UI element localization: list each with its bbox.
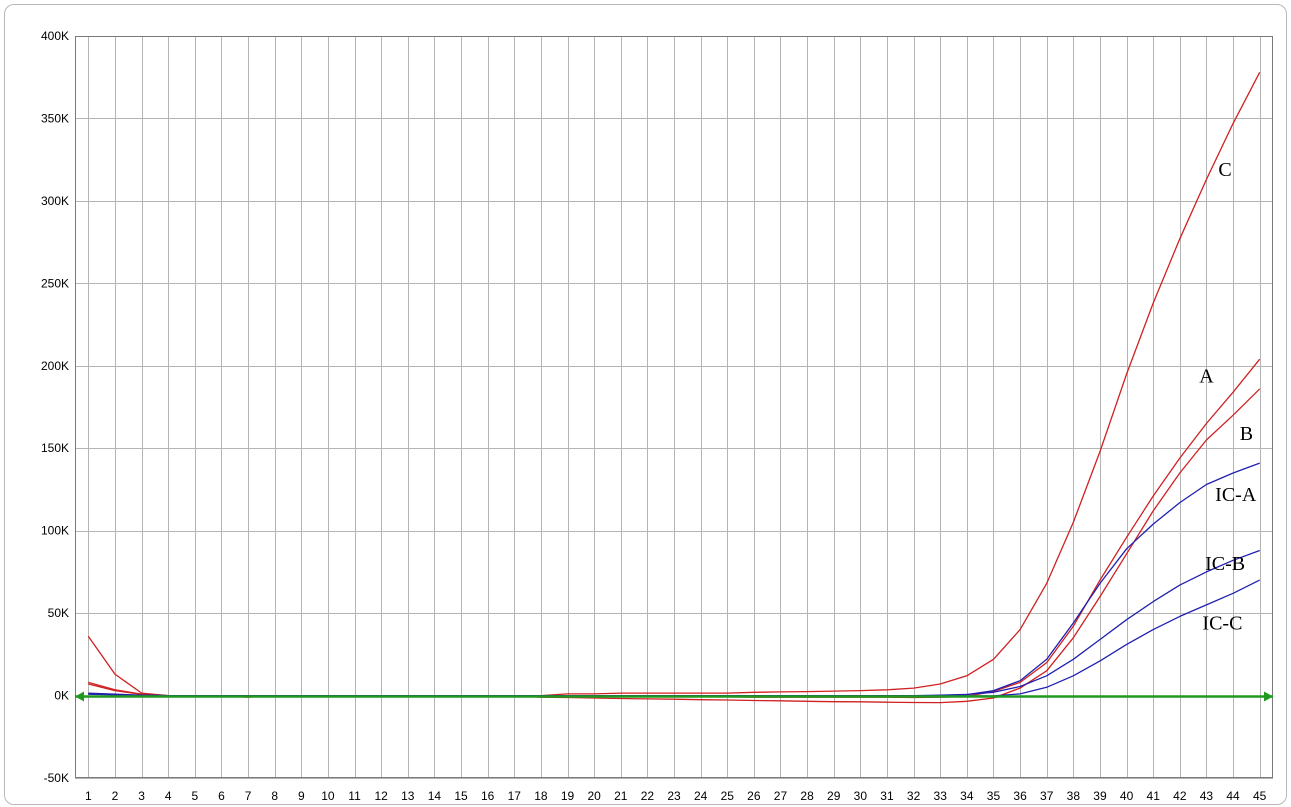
series-label: C [1218,159,1231,181]
series-label: A [1199,365,1214,387]
x-tick-label: 25 [721,789,735,803]
x-tick-label: 39 [1093,789,1107,803]
x-tick-label: 35 [987,789,1001,803]
x-tick-label: 7 [245,789,252,803]
x-tick-label: 22 [641,789,655,803]
x-tick-label: 41 [1147,789,1161,803]
x-tick-label: 2 [112,789,119,803]
y-tick-label: 250K [41,276,69,290]
x-tick-label: 12 [374,789,388,803]
x-tick-label: 45 [1253,789,1267,803]
x-tick-label: 23 [667,789,681,803]
series-label: IC-C [1202,613,1242,635]
x-tick-label: 14 [428,789,442,803]
x-tick-label: 42 [1173,789,1187,803]
x-tick-label: 18 [534,789,548,803]
x-tick-label: 8 [271,789,278,803]
y-tick-label: 0K [54,689,69,703]
x-tick-label: 31 [880,789,894,803]
y-tick-label: 300K [41,194,69,208]
y-tick-label: 100K [41,524,69,538]
x-tick-label: 10 [321,789,335,803]
x-tick-label: 15 [454,789,468,803]
x-tick-label: 34 [960,789,974,803]
y-tick-label: 50K [48,606,69,620]
x-tick-label: 40 [1120,789,1134,803]
y-tick-label: 150K [41,441,69,455]
x-tick-label: 16 [481,789,495,803]
x-tick-label: 5 [191,789,198,803]
x-tick-label: 33 [934,789,948,803]
x-tick-label: 9 [298,789,305,803]
series-label: B [1240,423,1253,445]
x-tick-label: 6 [218,789,225,803]
y-tick-label: 400K [41,29,69,43]
x-tick-label: 21 [614,789,628,803]
x-tick-label: 1 [85,789,92,803]
x-tick-label: 44 [1226,789,1240,803]
x-tick-label: 36 [1013,789,1027,803]
x-tick-label: 4 [165,789,172,803]
x-tick-label: 24 [694,789,708,803]
x-tick-label: 19 [561,789,575,803]
x-tick-label: 20 [587,789,601,803]
x-tick-label: 11 [348,789,361,803]
threshold-arrow-right [1264,691,1273,702]
x-tick-label: 38 [1067,789,1081,803]
x-tick-label: 28 [800,789,814,803]
y-tick-label: 200K [41,359,69,373]
x-tick-label: 43 [1200,789,1214,803]
x-tick-label: 29 [827,789,841,803]
x-tick-label: 27 [774,789,788,803]
series-label: IC-B [1205,553,1245,575]
x-tick-label: 26 [747,789,761,803]
x-tick-label: 3 [138,789,145,803]
x-tick-label: 13 [401,789,415,803]
x-tick-label: 17 [508,789,522,803]
x-tick-label: 32 [907,789,921,803]
threshold-arrow-left [75,691,84,702]
x-tick-label: 30 [854,789,868,803]
series-label: IC-A [1215,484,1257,506]
plot-border [75,36,1273,778]
x-tick-label: 37 [1040,789,1054,803]
y-tick-label: -50K [44,771,69,785]
y-tick-label: 350K [41,111,69,125]
